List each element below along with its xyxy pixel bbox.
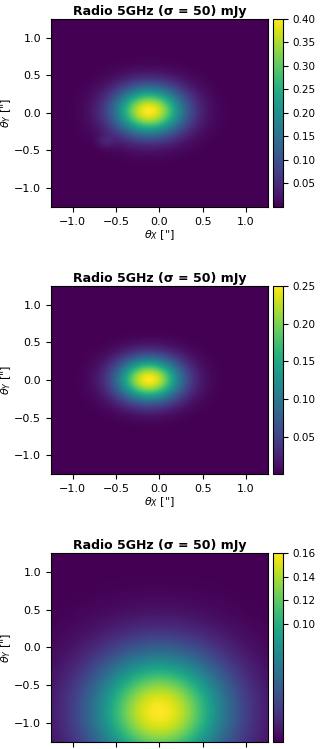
Title: Radio 5GHz (σ = 50) mJy: Radio 5GHz (σ = 50) mJy (72, 539, 246, 552)
Title: Radio 5GHz (σ = 50) mJy: Radio 5GHz (σ = 50) mJy (72, 4, 246, 17)
Y-axis label: $\theta_Y$ ["]: $\theta_Y$ ["] (0, 632, 13, 663)
Y-axis label: $\theta_Y$ ["]: $\theta_Y$ ["] (0, 97, 13, 128)
Y-axis label: $\theta_Y$ ["]: $\theta_Y$ ["] (0, 365, 13, 395)
X-axis label: $\theta_X$ ["]: $\theta_X$ ["] (144, 495, 175, 509)
X-axis label: $\theta_X$ ["]: $\theta_X$ ["] (144, 228, 175, 242)
Title: Radio 5GHz (σ = 50) mJy: Radio 5GHz (σ = 50) mJy (72, 272, 246, 285)
